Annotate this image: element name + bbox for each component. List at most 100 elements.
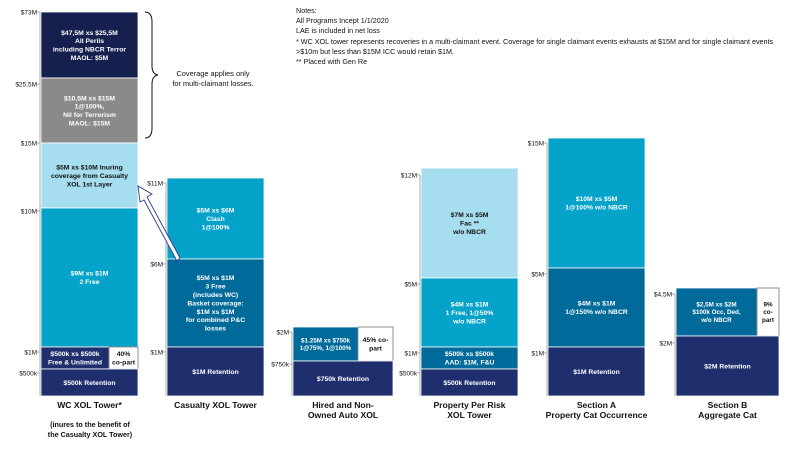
layer-block bbox=[547, 267, 646, 348]
tower-name-line: Hired and Non- bbox=[312, 400, 374, 410]
layer-label-line: $2M Retention bbox=[704, 363, 750, 370]
layer-label-line: coverage from Casualty bbox=[51, 173, 128, 180]
layer-label: $1M Retention bbox=[573, 369, 619, 376]
layer-label-line: 1@100%, bbox=[75, 104, 105, 111]
tower-name-line: WC XOL Tower* bbox=[57, 400, 122, 410]
layer-block bbox=[292, 360, 394, 397]
notes-line: ** Placed with Gen Re bbox=[296, 57, 368, 67]
layer-label-line: 2 Free bbox=[79, 279, 99, 286]
layer-label-line: $47,5M xs $25,5M bbox=[61, 30, 118, 37]
layer-label-line: $5M xs $10M Inuring bbox=[56, 164, 122, 171]
layer-block bbox=[420, 368, 519, 397]
axis-label: $25,5M bbox=[15, 82, 37, 89]
tower-name-line: Property Cat Occurrence bbox=[546, 410, 648, 420]
layer-label: $5M xs $10M Inuring coverage from Casualt… bbox=[51, 164, 128, 188]
layer-label: $2,5M xs $2M $100k Occ, Ded, w/o NBCR bbox=[692, 301, 741, 324]
layer-block bbox=[40, 77, 139, 144]
layer-block bbox=[292, 326, 359, 362]
layer-label-line: AAD: $1M, F&U bbox=[445, 360, 495, 367]
layer-label-line: co- bbox=[763, 309, 772, 316]
layer-label-line: 45% co- bbox=[363, 337, 389, 344]
axis-label: $1M bbox=[531, 351, 544, 358]
tower-name: WC XOL Tower* bbox=[57, 400, 122, 410]
layer-label: $9M xs $1M 2 Free bbox=[71, 271, 109, 286]
layer-label-line: MAOL: $15M bbox=[69, 120, 111, 127]
axis-label: $1M bbox=[404, 351, 417, 358]
layer-label: $4M xs $1M 1@150% w/o NBCR bbox=[565, 301, 628, 316]
layer-label-line: w/o NBCR bbox=[452, 229, 486, 236]
layer-block bbox=[166, 258, 265, 348]
layer-label-line: $5M xs $1M bbox=[197, 275, 235, 282]
layer-label: $500k Retention bbox=[443, 380, 495, 387]
tower-property: $12M $5M $1M $500k Property Per Risk XOL Towe… bbox=[399, 167, 519, 420]
axis-label: $4,5M bbox=[654, 292, 672, 299]
layer-label: $10M xs $5M 1@100% w/o NBCR bbox=[565, 196, 628, 211]
layer-label: $500k xs $500k Free & Unlimited bbox=[48, 351, 102, 366]
layer-label-line: $500k xs $500k bbox=[445, 351, 494, 358]
axis-label: $6M bbox=[150, 262, 163, 269]
layer-block bbox=[40, 368, 139, 397]
layer-label-line: All Perils bbox=[75, 38, 104, 45]
tower-name-line: XOL Tower bbox=[447, 410, 492, 420]
layer-block bbox=[547, 137, 646, 269]
bracket-note-line: Coverage applies only bbox=[176, 69, 249, 78]
layer-label-line: Free & Unlimited bbox=[48, 360, 102, 367]
layer-label: $10,5M xs $15M 1@100%, Nil for Terrorism MA… bbox=[63, 95, 116, 127]
layer-label-line: 1@100% w/o NBCR bbox=[565, 205, 628, 212]
layer-label-line: $500k Retention bbox=[443, 380, 495, 387]
tower-wc: $73M $25,5M $15M $10M $1M $500k WC XOL Tower* bbox=[15, 10, 139, 410]
layer-label-line: $1.25M xs $750k bbox=[301, 337, 351, 344]
tower-sectionB: $4,5M $2M Section B Aggregate Cat bbox=[654, 287, 780, 420]
tower-name: Section A Property Cat Occurrence bbox=[546, 400, 648, 420]
layer-label-line: 1@75%, 1@100% bbox=[300, 345, 352, 352]
layer-block bbox=[357, 326, 394, 362]
layer-label-line: w/o NBCR bbox=[452, 318, 486, 325]
layer-block bbox=[166, 346, 265, 397]
layer-label-line: $500k xs $500k bbox=[50, 351, 99, 358]
inuring-arrow bbox=[137, 185, 181, 263]
layer-label: 9% co-part bbox=[762, 301, 775, 324]
wc-footnote-line: the Casualty XOL Tower) bbox=[48, 430, 133, 439]
layer-block bbox=[420, 167, 519, 279]
notes-heading: Notes: bbox=[296, 6, 317, 15]
tower-name-line: Aggregate Cat bbox=[698, 410, 757, 420]
layer-label: $5M xs $1M 3 Free (includes WC) Basket cove… bbox=[186, 275, 245, 332]
tower-name: Property Per Risk XOL Tower bbox=[433, 400, 505, 420]
bracket-brace bbox=[144, 11, 159, 139]
axis-label: $500k bbox=[399, 371, 417, 378]
layer-label-line: $10M xs $5M bbox=[576, 196, 618, 203]
layer-label-line: 9% bbox=[763, 301, 773, 308]
layer-label-line: $10,5M xs $15M bbox=[64, 95, 115, 102]
layer-label-line: $5M xs $6M bbox=[197, 207, 235, 214]
layer-label: $5M xs $6M Clash 1@100% bbox=[197, 207, 235, 231]
wc-footnote-line: (inures to the benefit of bbox=[50, 420, 130, 429]
layer-label-line: 1@100% bbox=[202, 224, 230, 231]
axis-label: $750k bbox=[271, 362, 289, 369]
tower-auto: $2M $750k Hired and Non-Owned Auto XOL bbox=[271, 326, 394, 420]
layer-label: $1.25M xs $750k 1@75%, 1@100% bbox=[300, 337, 352, 352]
layer-label-line: 1 Free, 1@50% bbox=[446, 310, 494, 317]
tower-name-line: Property Per Risk bbox=[433, 400, 505, 410]
axis-label: $15M bbox=[21, 141, 37, 148]
tower-name: Section B Aggregate Cat bbox=[698, 400, 757, 420]
axis-label: $5M bbox=[531, 272, 544, 279]
layer-label: $500k xs $500k AAD: $1M, F&U bbox=[445, 351, 495, 366]
layer-label-line: Basket coverage: bbox=[187, 300, 243, 307]
axis-label: $2M bbox=[659, 341, 672, 348]
tower-name: Casualty XOL Tower bbox=[174, 400, 257, 410]
axis-label: $1M bbox=[150, 350, 163, 357]
layer-block bbox=[675, 335, 780, 397]
layer-label-line: 40% bbox=[117, 351, 131, 358]
layer-label: $47,5M xs $25,5M All Perils including NBCR… bbox=[53, 30, 126, 62]
layer-label-line: $1M xs $1M bbox=[197, 309, 235, 316]
axis-label: $500k bbox=[19, 371, 37, 378]
layer-label-line: MAOL: $5M bbox=[71, 55, 109, 62]
layer-block bbox=[40, 142, 139, 209]
layer-block bbox=[40, 207, 139, 348]
layer-label-line: $1M Retention bbox=[573, 369, 619, 376]
layer-label-line: Fac ** bbox=[460, 220, 479, 227]
layer-label-line: $2,5M xs $2M bbox=[696, 301, 736, 308]
layer-label-line: for combined P&C bbox=[186, 317, 245, 324]
